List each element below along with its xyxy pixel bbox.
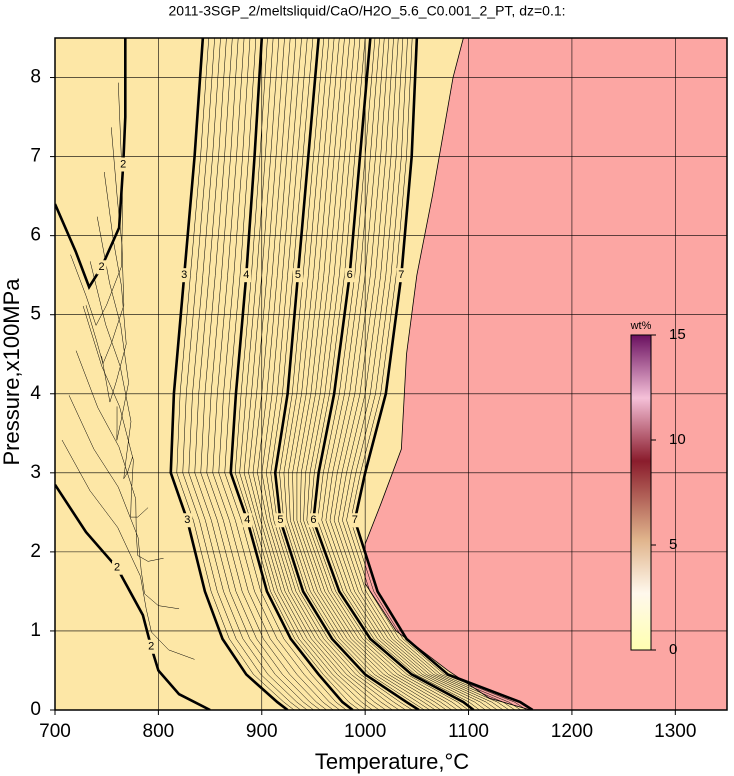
contour-line — [55, 483, 211, 710]
minor-contour — [96, 216, 129, 441]
minor-contour — [85, 127, 125, 365]
x-tick-label: 900 — [246, 721, 278, 742]
contour-label-bg — [241, 268, 252, 283]
overlay: 700 800 900 1000 1100 1200 1300 0 1 2 3 4 5 6 7 8 wt% 0 5 1… — [30, 37, 728, 742]
contour-label: 5 — [277, 514, 283, 526]
plot-frame — [54, 37, 728, 711]
x-tick-label: 700 — [39, 721, 71, 742]
x-axis-label: Temperature,°C — [315, 749, 469, 774]
y-tick-label: 5 — [30, 304, 41, 325]
y-tick-label: 8 — [30, 67, 41, 88]
contour-label: 5 — [295, 269, 301, 281]
y-tick-label: 0 — [30, 699, 41, 720]
contour-label-bg — [308, 513, 319, 528]
y-tick-label: 1 — [30, 620, 41, 641]
contour-label-bg — [112, 560, 123, 575]
contour-label: 6 — [347, 269, 353, 281]
contour-label: 2 — [114, 562, 120, 574]
chart-title: 2011-3SGP_2/meltsliquid/CaO/H2O_5.6_C0.0… — [168, 3, 565, 19]
minor-contour — [61, 439, 195, 660]
contour-label-bg — [96, 260, 107, 275]
contour-label-bg — [146, 639, 157, 654]
contour-label: 4 — [244, 514, 250, 526]
contour-label: 7 — [398, 269, 404, 281]
y-axis-label: Pressure,x100MPa — [0, 278, 24, 466]
colorbar-tick-label: 0 — [669, 641, 677, 658]
contour-label: 7 — [352, 514, 358, 526]
minor-contour — [82, 305, 149, 518]
x-tick-label: 1000 — [344, 721, 386, 742]
x-tick-label: 1300 — [654, 721, 696, 742]
colorbar-tick-label: 10 — [669, 431, 686, 448]
contour-label: 3 — [181, 269, 187, 281]
colorbar-tick-label: 5 — [669, 536, 677, 553]
contour-label-bg — [179, 268, 190, 283]
x-tick-label: 800 — [143, 721, 175, 742]
y-tick-label: 4 — [30, 383, 41, 404]
contour-label-bg — [292, 268, 303, 283]
contour-label-bg — [118, 157, 129, 172]
x-tick-label: 1200 — [551, 721, 593, 742]
colorbar-label: wt% — [630, 320, 652, 332]
y-tick-label: 3 — [30, 462, 41, 483]
contour-label: 6 — [310, 514, 316, 526]
y-tick-label: 7 — [30, 146, 41, 167]
contour-label: 4 — [243, 269, 249, 281]
minor-contour — [68, 395, 180, 610]
contour-label-bg — [344, 268, 355, 283]
contour-label-bg — [275, 513, 286, 528]
minor-contour — [101, 171, 127, 403]
y-tick-label: 6 — [30, 225, 41, 246]
x-tick-label: 1100 — [448, 721, 489, 742]
minor-contour — [75, 350, 164, 562]
colorbar — [630, 334, 652, 651]
contour-label-bg — [396, 268, 407, 283]
contour-label: 2 — [148, 641, 154, 653]
contour-label: 2 — [120, 158, 126, 170]
contour-label: 2 — [98, 261, 104, 273]
y-tick-label: 2 — [30, 541, 41, 562]
contour-line — [55, 38, 127, 290]
contour-label-bg — [349, 513, 360, 528]
contour-label-bg — [182, 513, 193, 528]
minor-contour — [89, 261, 133, 479]
colorbar-tick-label: 15 — [669, 326, 686, 343]
contour-label-bg — [242, 513, 253, 528]
plot-area: 2 2 2 2 3 3 4 4 5 5 6 6 7 7 — [55, 38, 727, 710]
contour-label: 3 — [184, 514, 190, 526]
